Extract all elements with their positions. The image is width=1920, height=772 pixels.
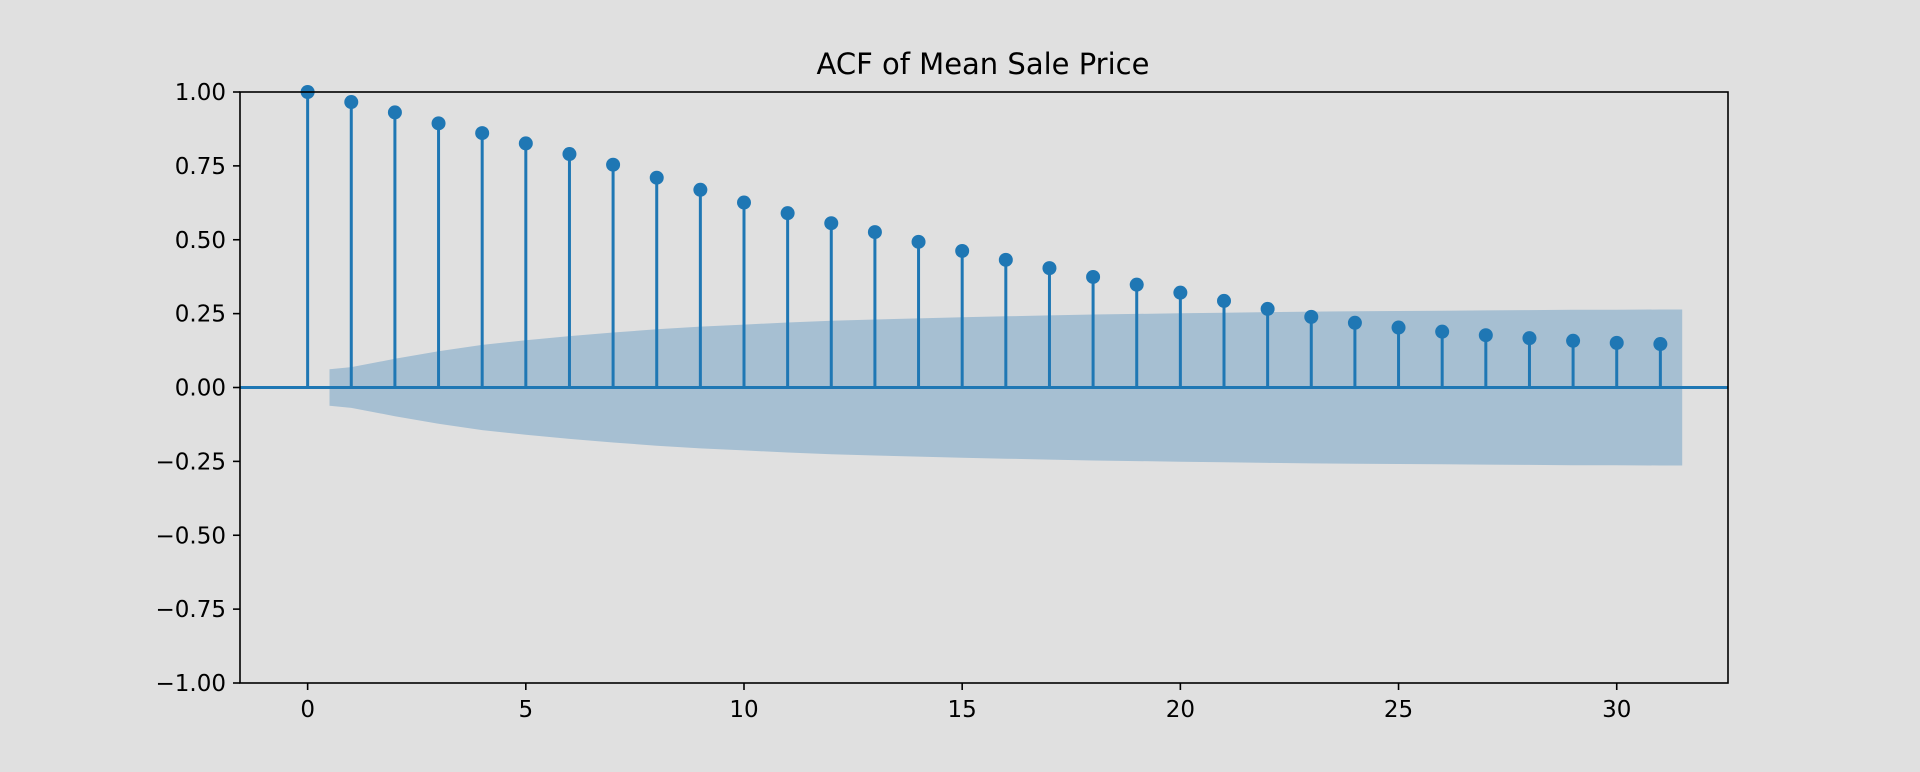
stem-marker-lag-10 xyxy=(737,195,751,210)
x-tick-label: 30 xyxy=(1602,697,1631,723)
stem-marker-lag-9 xyxy=(693,182,708,197)
y-tick-label: 0.25 xyxy=(175,302,226,328)
stem-marker-lag-21 xyxy=(1217,293,1231,308)
x-ticks-layer: 0 5 10 15 20 25 30 xyxy=(300,683,1631,723)
y-tick-label: −0.75 xyxy=(156,597,226,623)
stem-marker-lag-26 xyxy=(1435,324,1450,339)
stem-marker-lag-31 xyxy=(1653,337,1668,352)
stem-marker-lag-2 xyxy=(387,105,402,120)
x-tick-label: 0 xyxy=(300,697,315,723)
x-tick-label: 25 xyxy=(1384,697,1413,723)
y-tick-label: 0.50 xyxy=(175,228,226,254)
stem-marker-lag-11 xyxy=(780,206,795,221)
y-tick-label: −1.00 xyxy=(156,671,226,697)
stem-marker-lag-13 xyxy=(867,225,882,240)
stem-marker-lag-5 xyxy=(518,136,533,151)
x-tick-label: 15 xyxy=(948,697,977,723)
y-ticks-layer: 1.00 0.75 0.50 0.25 0.00 −0.25 −0.50 −0.75 −1.00 xyxy=(156,80,240,697)
y-tick-label: −0.25 xyxy=(156,449,226,475)
stem-marker-lag-20 xyxy=(1173,285,1188,300)
y-tick-label: 0.00 xyxy=(175,376,226,402)
stem-marker-lag-15 xyxy=(955,243,970,258)
stem-marker-lag-18 xyxy=(1086,269,1101,284)
stem-marker-lag-7 xyxy=(606,157,621,172)
x-tick-label: 10 xyxy=(729,697,758,723)
stem-marker-lag-14 xyxy=(911,234,926,249)
stem-marker-lag-30 xyxy=(1609,335,1624,350)
stem-marker-lag-17 xyxy=(1042,261,1057,276)
stem-marker-lag-16 xyxy=(998,252,1013,267)
stem-marker-lag-28 xyxy=(1522,331,1537,346)
y-tick-label: 0.75 xyxy=(175,154,226,180)
stem-marker-lag-23 xyxy=(1304,309,1319,324)
stem-marker-lag-4 xyxy=(475,126,490,141)
x-tick-label: 20 xyxy=(1166,697,1195,723)
stem-marker-lag-19 xyxy=(1129,277,1144,292)
stem-marker-lag-24 xyxy=(1347,315,1362,330)
x-tick-label: 5 xyxy=(518,697,533,723)
y-tick-label: −0.50 xyxy=(156,523,226,549)
stem-marker-lag-6 xyxy=(562,147,577,162)
stem-marker-lag-22 xyxy=(1260,301,1275,316)
stem-marker-lag-3 xyxy=(431,116,446,131)
chart-title: ACF of Mean Sale Price xyxy=(817,47,1150,81)
stem-marker-lag-27 xyxy=(1478,328,1493,343)
y-tick-label: 1.00 xyxy=(175,80,226,106)
stems-layer xyxy=(300,85,1668,388)
stem-marker-lag-12 xyxy=(824,216,839,231)
stem-marker-lag-25 xyxy=(1391,320,1406,335)
stem-marker-lag-8 xyxy=(649,170,664,185)
stem-marker-lag-1 xyxy=(344,95,359,110)
stem-marker-lag-29 xyxy=(1566,333,1581,348)
